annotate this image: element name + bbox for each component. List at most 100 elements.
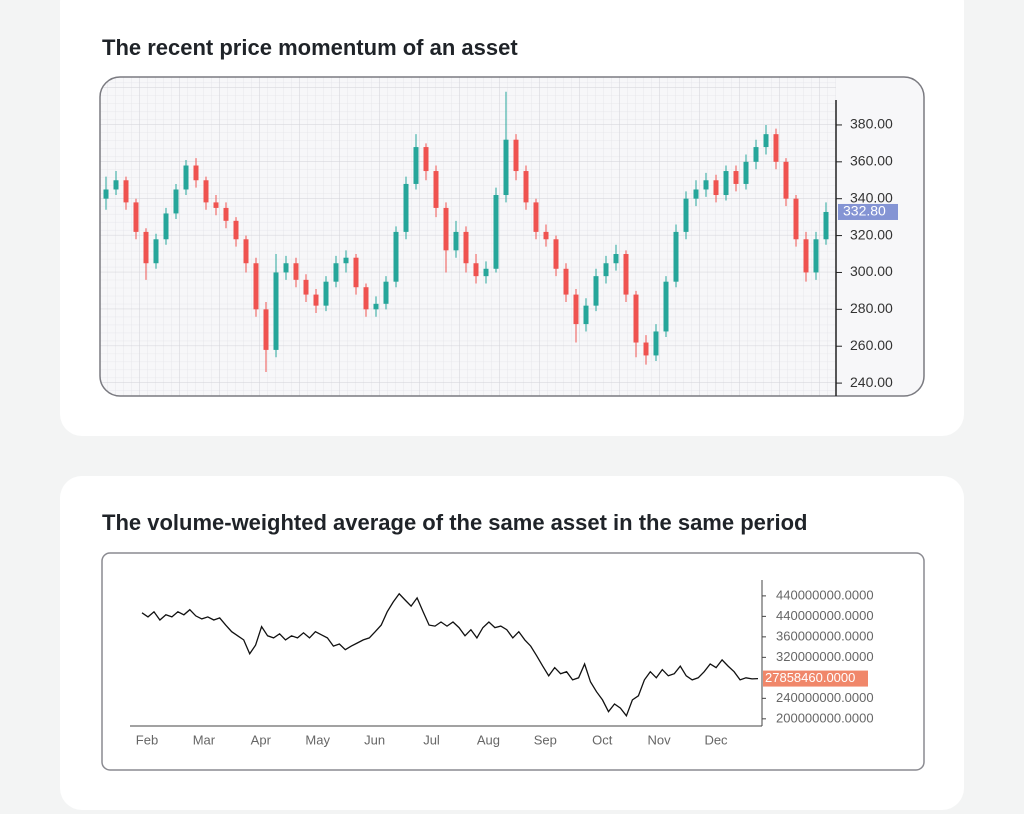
candle-body	[773, 134, 779, 162]
line-chart: 200000000.0000 240000000.0000 320000000.00…	[136, 587, 874, 747]
candles	[103, 91, 829, 373]
x-tick-label: Aug	[477, 732, 500, 747]
candle-body	[313, 294, 319, 306]
x-tick-label: Dec	[704, 732, 728, 747]
candle-body	[533, 202, 539, 232]
y-tick-label: 380.00	[850, 116, 893, 132]
candle-body	[203, 180, 209, 203]
candle-body	[153, 239, 159, 264]
candle-body	[183, 165, 189, 190]
candle-body	[783, 161, 789, 199]
candle-body	[493, 195, 499, 269]
last-value-label: 27858460.0000	[765, 670, 855, 685]
y-tick-label: 360000000.0000	[776, 628, 874, 643]
candle-body	[513, 139, 519, 172]
frame	[99, 76, 925, 397]
candle-body	[573, 294, 579, 325]
candle-body	[503, 139, 509, 196]
candle-body	[693, 189, 699, 199]
candle-body	[563, 268, 569, 295]
y-tick-label: 200000000.0000	[776, 710, 874, 725]
candle-body	[113, 180, 119, 190]
y-tick-label: 340.00	[850, 189, 893, 205]
candle-body	[263, 309, 269, 350]
candle-body	[713, 180, 719, 196]
chart-title: The volume-weighted average of the same …	[102, 510, 807, 535]
candle-body	[813, 239, 819, 273]
candle-body	[213, 202, 219, 208]
candle-body	[443, 207, 449, 251]
candle-body	[193, 165, 199, 181]
candle-body	[103, 189, 109, 199]
candle-body	[333, 263, 339, 282]
candle-body	[393, 231, 399, 282]
candle-body	[663, 281, 669, 332]
y-tick-label: 320000000.0000	[776, 649, 874, 664]
candle-body	[733, 171, 739, 184]
candle-body	[603, 263, 609, 277]
x-tick-label: Oct	[592, 732, 613, 747]
candle-body	[323, 281, 329, 306]
candle-body	[143, 231, 149, 264]
axis: 240.00 260.00 280.00 300.00 320.00 340.00 360.…	[836, 116, 898, 390]
last-value-box	[763, 670, 868, 687]
y-tick-label: 300.00	[850, 263, 893, 279]
candle-body	[403, 183, 409, 232]
candle-body	[803, 239, 809, 273]
x-tick-label: Sep	[534, 732, 557, 747]
x-tick-label: Feb	[136, 732, 158, 747]
candle-body	[173, 189, 179, 214]
plot-area	[100, 77, 924, 396]
y-tick-label: 260.00	[850, 337, 893, 353]
candle-body	[413, 147, 419, 184]
candle-body	[343, 257, 349, 264]
chart-title: The recent price momentum of an asset	[102, 35, 518, 60]
candle-body	[793, 198, 799, 240]
candle-body	[583, 305, 589, 325]
candle-body	[223, 207, 229, 221]
candle-body	[433, 171, 439, 208]
x-tick-label: Apr	[251, 732, 272, 747]
last-value-label: 332.80	[843, 203, 886, 219]
y-tick-label: 280.00	[850, 300, 893, 316]
frame	[101, 552, 925, 771]
candle-body	[133, 202, 139, 232]
y-tick-label: 240.00	[850, 374, 893, 390]
candle-body	[383, 281, 389, 304]
candle-body	[253, 263, 259, 310]
candle-body	[123, 180, 129, 203]
x-tick-label: Jun	[364, 732, 385, 747]
candle-body	[483, 268, 489, 277]
candle-body	[703, 180, 709, 190]
candle-body	[553, 239, 559, 269]
candle-body	[823, 211, 829, 240]
candle-body	[363, 287, 369, 310]
candle-body	[163, 213, 169, 240]
candle-body	[473, 263, 479, 277]
candle-body	[763, 134, 769, 148]
candle-body	[353, 257, 359, 288]
y-tick-label: 360.00	[850, 153, 893, 169]
candle-body	[463, 231, 469, 264]
last-value-box	[838, 203, 898, 220]
x-tick-label: May	[305, 732, 330, 747]
line	[141, 592, 759, 718]
candle-body	[423, 147, 429, 172]
candle-body	[303, 279, 309, 295]
x-tick-label: Mar	[193, 732, 216, 747]
candle-body	[623, 254, 629, 295]
candle-body	[673, 231, 679, 282]
candle-body	[723, 171, 729, 196]
x-tick-label: Nov	[648, 732, 672, 747]
candle-body	[273, 272, 279, 350]
candle-body	[653, 331, 659, 356]
candle-body	[743, 161, 749, 184]
candle-body	[283, 263, 289, 273]
x-tick-label: Jul	[423, 732, 440, 747]
candle-body	[753, 147, 759, 162]
candle-body	[683, 198, 689, 232]
y-tick-label: 440000000.0000	[776, 587, 874, 602]
candle-body	[233, 220, 239, 240]
candle-body	[593, 276, 599, 306]
